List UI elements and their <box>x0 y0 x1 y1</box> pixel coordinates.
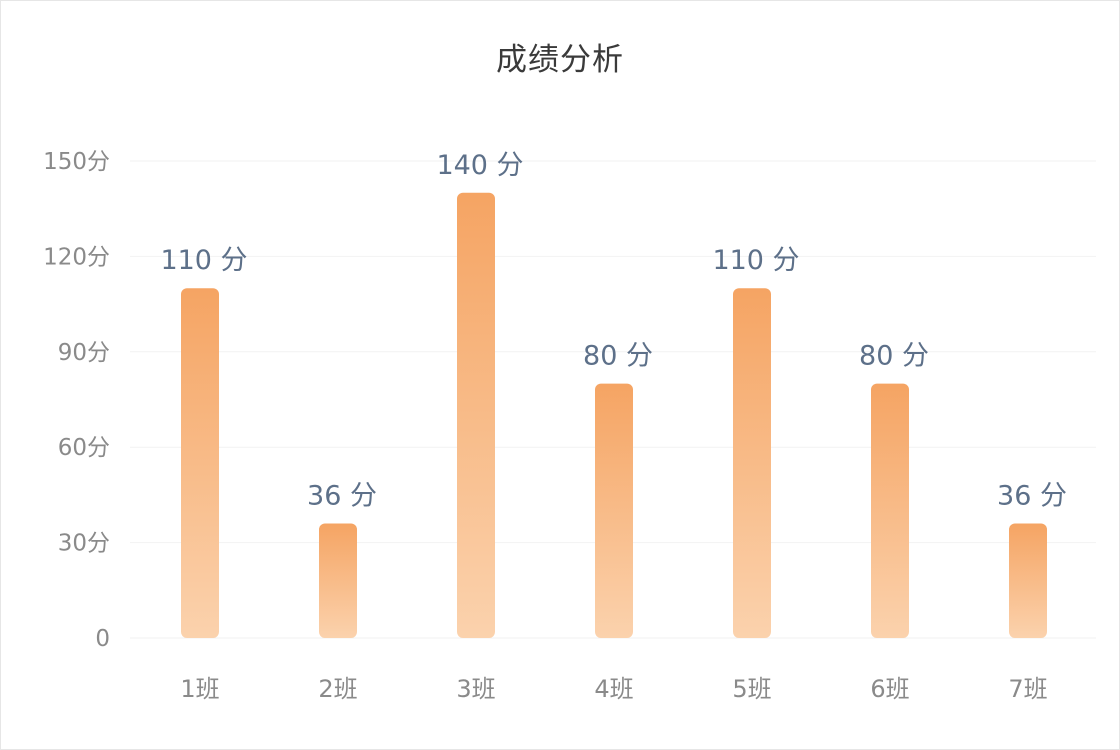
x-tick-label: 6班 <box>870 675 909 703</box>
x-tick-label: 5班 <box>732 675 771 703</box>
bar <box>871 383 909 638</box>
chart-title: 成绩分析 <box>496 42 624 78</box>
data-label: 80 分 <box>859 341 929 372</box>
data-label: 140 分 <box>436 150 523 181</box>
bar <box>457 192 495 639</box>
bar <box>1009 523 1047 638</box>
y-tick-label: 30分 <box>58 531 110 557</box>
y-tick-label: 120分 <box>43 244 110 270</box>
data-label: 36 分 <box>307 481 377 512</box>
bar <box>319 523 357 638</box>
y-tick-label: 60分 <box>58 435 110 461</box>
data-label: 80 分 <box>583 341 653 372</box>
x-tick-label: 3班 <box>456 675 495 703</box>
x-tick-label: 7班 <box>1008 675 1047 703</box>
x-tick-label: 2班 <box>318 675 357 703</box>
y-tick-label: 90分 <box>58 340 110 366</box>
data-labels: 110 分 36 分 140 分 80 分 110 分 80 分 36 分 <box>160 150 1067 512</box>
bar <box>595 383 633 638</box>
bar <box>181 288 219 638</box>
data-label: 36 分 <box>997 481 1067 512</box>
x-tick-label: 1班 <box>180 675 219 703</box>
y-axis-ticks: 0 30分 60分 90分 120分 150分 <box>43 149 110 652</box>
x-tick-label: 4班 <box>594 675 633 703</box>
y-tick-label: 150分 <box>43 149 110 175</box>
bar <box>733 288 771 638</box>
data-label: 110 分 <box>712 245 799 276</box>
bars <box>181 192 1047 639</box>
data-label: 110 分 <box>160 245 247 276</box>
y-tick-label: 0 <box>95 626 110 652</box>
x-axis-ticks: 1班 2班 3班 4班 5班 6班 7班 <box>180 675 1047 703</box>
